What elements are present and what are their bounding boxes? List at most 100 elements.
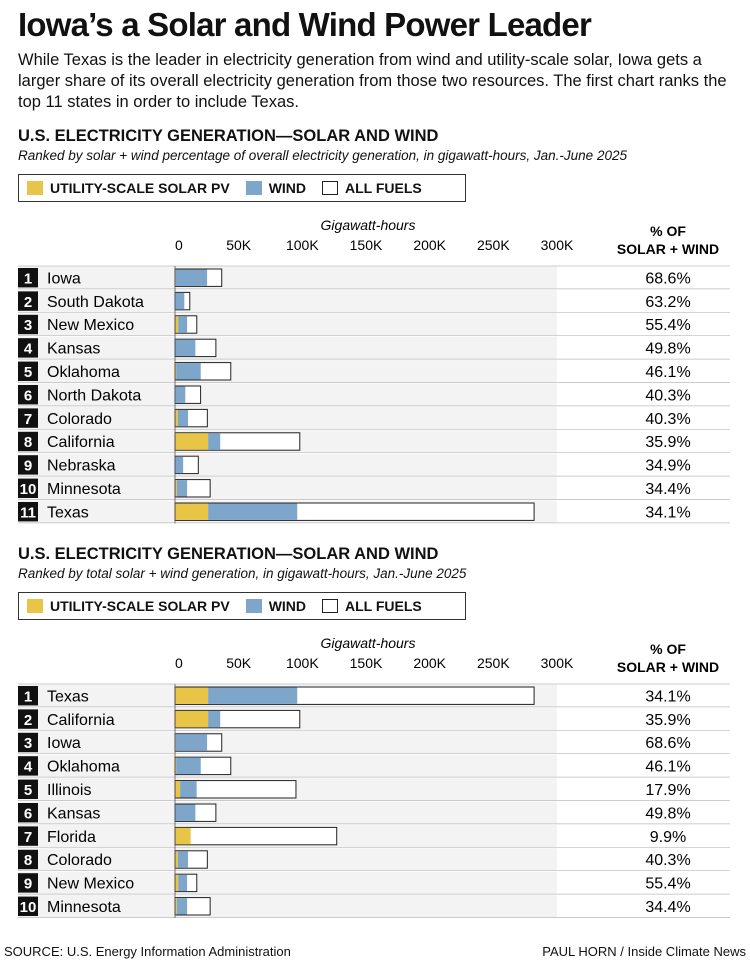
- chart2-legend: UTILITY-SCALE SOLAR PV WIND ALL FUELS: [18, 592, 466, 620]
- state-label: Texas: [47, 504, 89, 521]
- solar-swatch: [27, 599, 43, 613]
- row-background: [18, 895, 557, 918]
- rank-box: [18, 455, 38, 475]
- rank-number: 10: [20, 481, 37, 498]
- pct-value: 40.3%: [645, 411, 690, 428]
- bar-solar: [175, 898, 177, 915]
- bar-wind: [208, 433, 221, 450]
- rank-box: [18, 408, 38, 428]
- row-background: [18, 383, 557, 406]
- all-fuels-swatch: [322, 181, 339, 195]
- all-fuels-swatch: [322, 599, 339, 613]
- bar-solar: [175, 480, 177, 497]
- row-background: [18, 848, 557, 871]
- state-label: Oklahoma: [47, 759, 120, 776]
- state-label: Florida: [47, 829, 96, 846]
- rank-number: 5: [24, 782, 32, 799]
- rank-box: [18, 873, 38, 893]
- chart2-subtitle: Ranked by total solar + wind generation,…: [18, 566, 467, 581]
- pct-value: 34.1%: [645, 504, 690, 521]
- rank-box: [18, 268, 38, 288]
- row-background: [18, 731, 557, 754]
- x-tick-label: 300K: [541, 237, 574, 253]
- rank-number: 2: [24, 712, 32, 729]
- x-tick-label: 100K: [286, 655, 319, 671]
- rank-number: 1: [24, 688, 32, 705]
- bar-solar: [175, 851, 178, 868]
- pct-value: 34.1%: [645, 688, 690, 705]
- state-label: California: [47, 434, 115, 451]
- legend-solar: UTILITY-SCALE SOLAR PV: [27, 180, 230, 196]
- row-background: [18, 360, 557, 383]
- pct-value: 35.9%: [645, 712, 690, 729]
- rank-box: [18, 478, 38, 498]
- legend-wind: WIND: [245, 598, 306, 614]
- row-background: [18, 406, 557, 430]
- state-label: New Mexico: [47, 317, 134, 334]
- rank-box: [18, 756, 38, 776]
- legend-solar: UTILITY-SCALE SOLAR PV: [27, 598, 230, 614]
- x-tick-label: 150K: [350, 237, 383, 253]
- rank-box: [18, 709, 38, 729]
- rank-box: [18, 686, 38, 706]
- rank-number: 3: [24, 735, 32, 752]
- x-tick-label: 0: [175, 237, 183, 253]
- rank-box: [18, 314, 38, 335]
- pct-value: 68.6%: [645, 735, 690, 752]
- bar-wind: [208, 687, 298, 704]
- credit-note: PAUL HORN / Inside Climate News: [542, 944, 746, 959]
- solar-swatch: [27, 181, 43, 195]
- bar-wind: [176, 757, 201, 775]
- pct-value: 40.3%: [645, 852, 690, 869]
- rank-box: [18, 338, 38, 358]
- chart1-subtitle: Ranked by solar + wind percentage of ove…: [18, 148, 627, 163]
- row-background: [18, 266, 557, 289]
- state-label: Minnesota: [47, 481, 121, 498]
- rank-box: [18, 291, 38, 311]
- row-background: [18, 313, 557, 336]
- bar-solar: [175, 363, 177, 380]
- pct-value: 49.8%: [645, 341, 690, 358]
- bar-wind: [177, 409, 188, 427]
- bar-solar: [175, 409, 178, 427]
- bar-solar: [175, 316, 179, 333]
- bar-wind: [175, 804, 196, 821]
- bar-wind: [208, 710, 221, 728]
- state-label: Oklahoma: [47, 364, 120, 381]
- bar-wind: [175, 386, 186, 403]
- pct-value: 49.8%: [645, 805, 690, 822]
- rank-number: 9: [24, 876, 32, 893]
- legend-solar-label: UTILITY-SCALE SOLAR PV: [50, 180, 230, 196]
- x-axis-title: Gigawatt-hours: [321, 217, 416, 233]
- chart1-plot: Gigawatt-hours 0 50K 100K 150K 200K 250K 300K % …: [18, 217, 730, 524]
- bar-wind: [180, 781, 197, 798]
- state-label: South Dakota: [47, 294, 144, 311]
- state-label: Nebraska: [47, 458, 116, 475]
- rank-number: 2: [24, 294, 32, 311]
- rank-number: 6: [24, 805, 32, 822]
- row-background: [18, 453, 557, 477]
- bar-wind: [178, 874, 188, 892]
- state-label: North Dakota: [47, 387, 141, 404]
- bar-wind: [176, 898, 188, 915]
- bar-solar: [175, 503, 209, 520]
- rank-number: 10: [20, 899, 37, 916]
- state-label: Iowa: [47, 735, 81, 752]
- rank-number: 8: [24, 434, 32, 451]
- legend-all-fuels: ALL FUELS: [322, 180, 422, 196]
- x-tick-label: 250K: [477, 237, 510, 253]
- state-label: Iowa: [47, 270, 81, 287]
- row-background: [18, 754, 557, 778]
- chart1-legend: UTILITY-SCALE SOLAR PV WIND ALL FUELS: [18, 174, 466, 202]
- legend-solar-label: UTILITY-SCALE SOLAR PV: [50, 598, 230, 614]
- x-tick-label: 200K: [413, 655, 446, 671]
- x-tick-label: 50K: [226, 655, 252, 671]
- pct-value: 35.9%: [645, 434, 690, 451]
- bar-wind: [208, 503, 298, 520]
- wind-swatch: [245, 181, 262, 195]
- rank-box: [18, 896, 38, 916]
- pct-value: 46.1%: [645, 759, 690, 776]
- state-label: Kansas: [47, 805, 100, 822]
- rank-number: 7: [24, 829, 32, 846]
- bar-wind: [176, 480, 188, 497]
